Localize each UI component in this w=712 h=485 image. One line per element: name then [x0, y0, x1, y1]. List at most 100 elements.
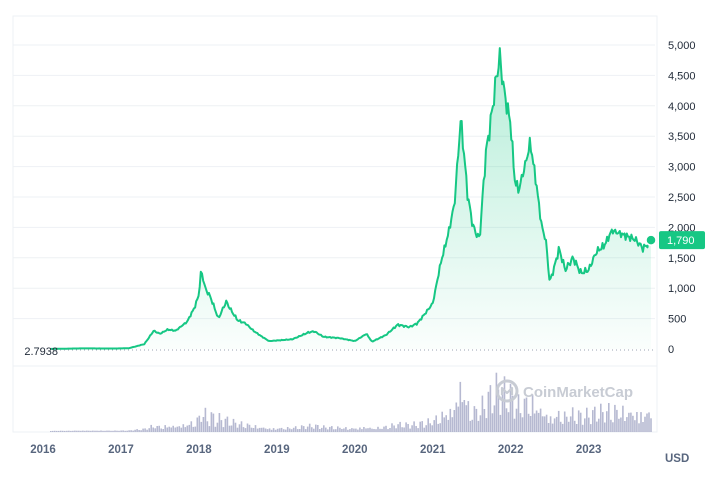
volume-bar: [134, 429, 136, 432]
volume-bar: [467, 401, 470, 432]
volume-bar: [541, 416, 544, 432]
x-tick-label: 2016: [30, 444, 56, 456]
volume-bar: [128, 430, 130, 432]
volume-bar: [449, 408, 452, 432]
volume-bar: [258, 427, 261, 432]
volume-bar: [280, 427, 283, 432]
volume-bar: [616, 409, 618, 432]
volume-bar: [495, 372, 498, 432]
volume-bar: [463, 400, 466, 432]
volume-bar: [96, 430, 98, 432]
volume-bar: [226, 416, 229, 432]
volume-bar: [325, 427, 327, 432]
volume-bar: [98, 430, 100, 432]
volume-bar: [559, 421, 562, 432]
volume-bar: [423, 427, 425, 432]
volume-bar: [124, 430, 126, 432]
volume-bar: [640, 412, 642, 432]
plot-border: [12, 15, 658, 433]
volume-bar: [82, 430, 84, 432]
volume-bar: [477, 420, 480, 432]
volume-bar: [200, 421, 203, 432]
volume-bar: [608, 403, 610, 432]
volume-bar: [407, 424, 409, 432]
volume-bar: [244, 428, 247, 432]
volume-bar: [630, 412, 632, 432]
volume-bar: [579, 412, 582, 432]
volume-bar: [178, 426, 181, 432]
volume-bar: [399, 421, 401, 432]
volume-bar: [230, 425, 233, 432]
volume-bar: [84, 430, 86, 432]
volume-bar: [535, 410, 538, 432]
volume-bar: [242, 427, 245, 432]
volume-bar: [363, 427, 365, 432]
volume-bar: [288, 428, 291, 432]
volume-bar: [620, 417, 622, 432]
volume-bar: [333, 429, 335, 432]
volume-bar: [198, 415, 201, 432]
volume-bar: [290, 429, 293, 432]
volume-bar: [220, 420, 223, 432]
volume-bar: [146, 429, 148, 432]
volume-bar: [401, 427, 403, 432]
volume-bar: [108, 430, 110, 432]
volume-bar: [644, 416, 646, 432]
volume-bar: [447, 419, 450, 432]
volume-bar: [232, 418, 235, 432]
volume-bar: [555, 416, 558, 432]
volume-bar: [112, 430, 114, 432]
volume-bar: [441, 411, 443, 432]
volume-bar: [308, 423, 311, 432]
volume-bar: [347, 429, 349, 432]
volume-bar: [632, 415, 634, 432]
volume-bar: [581, 424, 584, 432]
volume-bar: [525, 397, 528, 432]
chart-frame: [12, 15, 658, 433]
volume-bar: [278, 428, 281, 432]
volume-bar: [433, 420, 435, 432]
volume-bar: [353, 428, 355, 432]
volume-bar: [313, 428, 315, 432]
volume-bar: [511, 395, 514, 432]
volume-bar: [606, 411, 608, 432]
volume-bar: [539, 408, 542, 432]
volume-bar: [355, 428, 357, 432]
volume-bar: [339, 427, 341, 432]
volume-bar: [64, 430, 66, 432]
volume-bar: [389, 428, 391, 432]
volume-bar: [182, 424, 185, 432]
volume-bar: [411, 425, 413, 432]
volume-bar: [300, 425, 303, 432]
volume-bar: [236, 427, 239, 432]
price-area: [50, 47, 652, 350]
volume-bar: [130, 430, 132, 432]
volume-bar: [180, 427, 183, 432]
volume-bar: [565, 416, 568, 432]
volume-bar: [186, 425, 189, 432]
volume-bar: [92, 430, 94, 432]
volume-bar: [527, 413, 530, 432]
volume-bar: [519, 413, 522, 432]
volume-bar: [142, 428, 144, 432]
volume-bar: [166, 427, 168, 432]
volume-bar: [335, 429, 337, 432]
volume-bar: [327, 429, 329, 432]
volume-bar: [594, 406, 596, 432]
volume-bar: [553, 418, 556, 432]
volume-bar: [419, 421, 421, 432]
y-tick-label: 0: [668, 344, 674, 356]
volume-bar: [148, 428, 150, 432]
volume-bar: [361, 429, 363, 432]
volume-bar: [106, 430, 108, 432]
volume-bar: [590, 424, 592, 432]
volume-bar: [260, 427, 263, 432]
volume-bar: [491, 413, 494, 432]
volume-bar: [421, 421, 423, 432]
volume-bar: [343, 428, 345, 432]
x-tick-label: 2021: [420, 444, 446, 456]
volume-bar: [575, 424, 578, 432]
start-price-label: 2.7938: [24, 346, 58, 358]
x-axis-ticks: 2016 2017 2018 2019 2020 2021 2022 2023: [30, 444, 601, 456]
volume-bar: [598, 418, 600, 432]
